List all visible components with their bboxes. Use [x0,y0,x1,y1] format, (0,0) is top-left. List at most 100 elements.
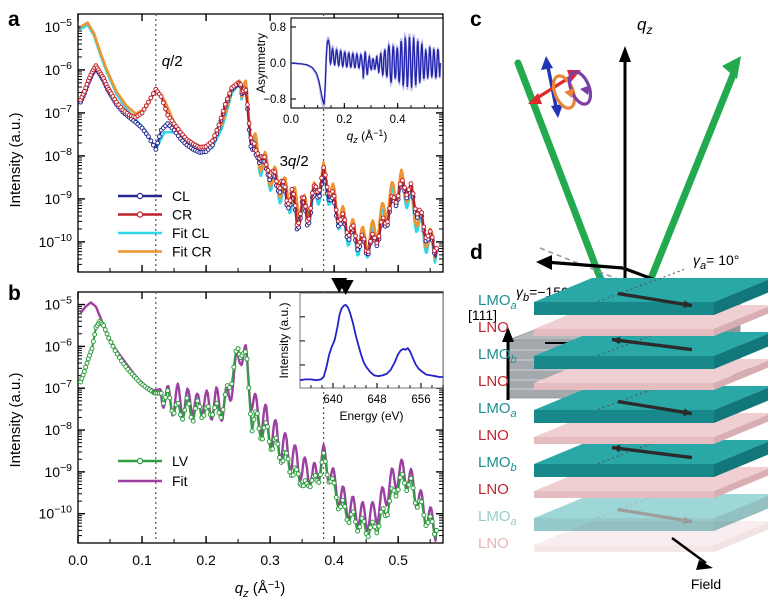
panel-a-marker [359,232,365,238]
layer-front-face [534,356,714,369]
panel-b-marker [402,480,408,486]
panel-a-marker [148,138,154,144]
panel-a-marker [400,178,405,183]
gamma-b-arrow [536,255,624,270]
panel-a-marker [321,165,326,170]
panel-b-marker [171,410,177,416]
panel-b-marker [365,534,371,540]
panel-b-marker [376,523,382,529]
panel-b-ytick-3: 10−8 [44,420,72,438]
panel-a: a Intensity (a.u.) 10−510−610−710−810−91… [7,8,444,273]
panel-a-marker [262,154,267,160]
panel-d-letter: d [470,241,483,264]
panel-b-marker [429,518,435,524]
panel-a-marker [263,162,269,167]
panel-a-inset-ytick-label-0: 0.8 [270,22,286,34]
panel-a-marker [317,193,322,199]
panel-b-marker [104,331,110,337]
layer-front-face [534,383,714,390]
panel-a-marker [404,192,410,198]
layer-magnetization-arrow [617,291,693,308]
panel-a-marker [298,211,303,217]
panel-a-inset-y-axis-label: Asymmetry [254,33,268,93]
layer-side-face [714,333,768,369]
panel-a-marker [313,184,319,190]
panel-a-marker [309,190,315,196]
layer-label-2: LMOb [478,346,517,366]
panel-a-ytick-3: 10−8 [44,146,72,164]
panel-a-marker [370,231,375,237]
layer-side-face [714,279,768,315]
layer-magnetization-arrowhead [683,516,692,525]
panel-a-inset-ytick-label-2: −0.8 [263,94,286,106]
panel-b-xtick-2: 0.2 [196,552,216,568]
panel-b-marker [231,364,237,370]
panel-a-marker [277,185,283,191]
panel-a-marker [306,216,312,222]
layer-magnetization-arrowhead [611,444,621,453]
panel-a-marker [357,239,363,245]
layer-magnetization-arrowhead [683,300,692,309]
panel-a-marker [346,232,352,238]
panel-a-marker [210,138,215,144]
panel-b-marker [186,401,192,407]
panel-b-curves [78,292,440,543]
panel-b-marker [216,410,222,416]
panel-a-inset-curve [291,31,442,108]
panel-b-marker [372,524,378,530]
panel-b: b Intensity (a.u.) 10−510−610−710−810−91… [7,278,444,600]
layer-lno-9 [534,521,768,552]
panel-a-marker [150,142,156,148]
layer-lmoa-0 [534,269,768,315]
panel-a-marker [153,147,159,152]
layer-front-face [534,464,714,477]
panel-a-ytick-0: 10−5 [44,17,72,35]
layer-magnetization-arrowhead [683,408,692,417]
panel-a-marker [218,115,224,121]
panel-b-marker [259,436,265,442]
panel-b-marker [427,514,433,520]
panel-b-marker [408,475,414,481]
panel-a-marker [265,167,271,173]
panel-b-marker [307,484,313,490]
panel-b-inset-line [300,303,443,382]
layer-lmob-6 [534,431,768,477]
panel-b-marker [425,520,431,526]
layer-front-face [534,491,714,498]
panel-b-marker [165,388,171,394]
panel-b-marker [110,343,116,349]
panel-b-marker [108,339,114,345]
panel-a-legend-marker-1 [136,211,144,218]
panel-b-ytick-1: 10−6 [44,336,72,354]
panel-a-marker [227,91,232,96]
panel-b-marker [276,455,282,461]
panel-b-xtick-4: 0.4 [324,552,344,568]
panel-b-inset-xtick-label-2: 656 [411,394,430,406]
layer-side-face [714,387,768,423]
panel-a-marker [212,133,218,138]
panel-a-marker [378,219,384,225]
panel-a-marker [414,211,420,217]
crystal-direction-label: [111] [468,307,497,323]
polarization-glyphs [528,56,593,118]
panel-b-marker [158,390,164,396]
panel-b-inset: 640 648 656 Intensity (a.u.) Energy (eV) [277,280,444,423]
panel-b-marker [249,428,255,434]
panel-a-marker [291,191,296,197]
layer-magnetization-arrow [611,445,693,460]
panel-b-marker [160,400,166,406]
panel-b-marker [378,509,384,515]
panel-a-marker [376,233,382,239]
layer-label-1: LNO [478,319,509,336]
panel-b-inset-xtick-label-0: 640 [323,394,342,406]
panel-b-marker [350,509,356,515]
panel-a-legend-label-0: CL [172,188,190,204]
layer-side-face [714,414,768,444]
panel-b-marker [247,411,253,417]
panel-b-marker [316,479,322,485]
panel-b-marker [275,441,281,447]
panel-b-marker [322,458,328,464]
panel-b-inset-y-axis-label: Intensity (a.u.) [277,302,291,378]
panel-a-marker [322,172,328,178]
panel-b-marker [385,512,391,518]
